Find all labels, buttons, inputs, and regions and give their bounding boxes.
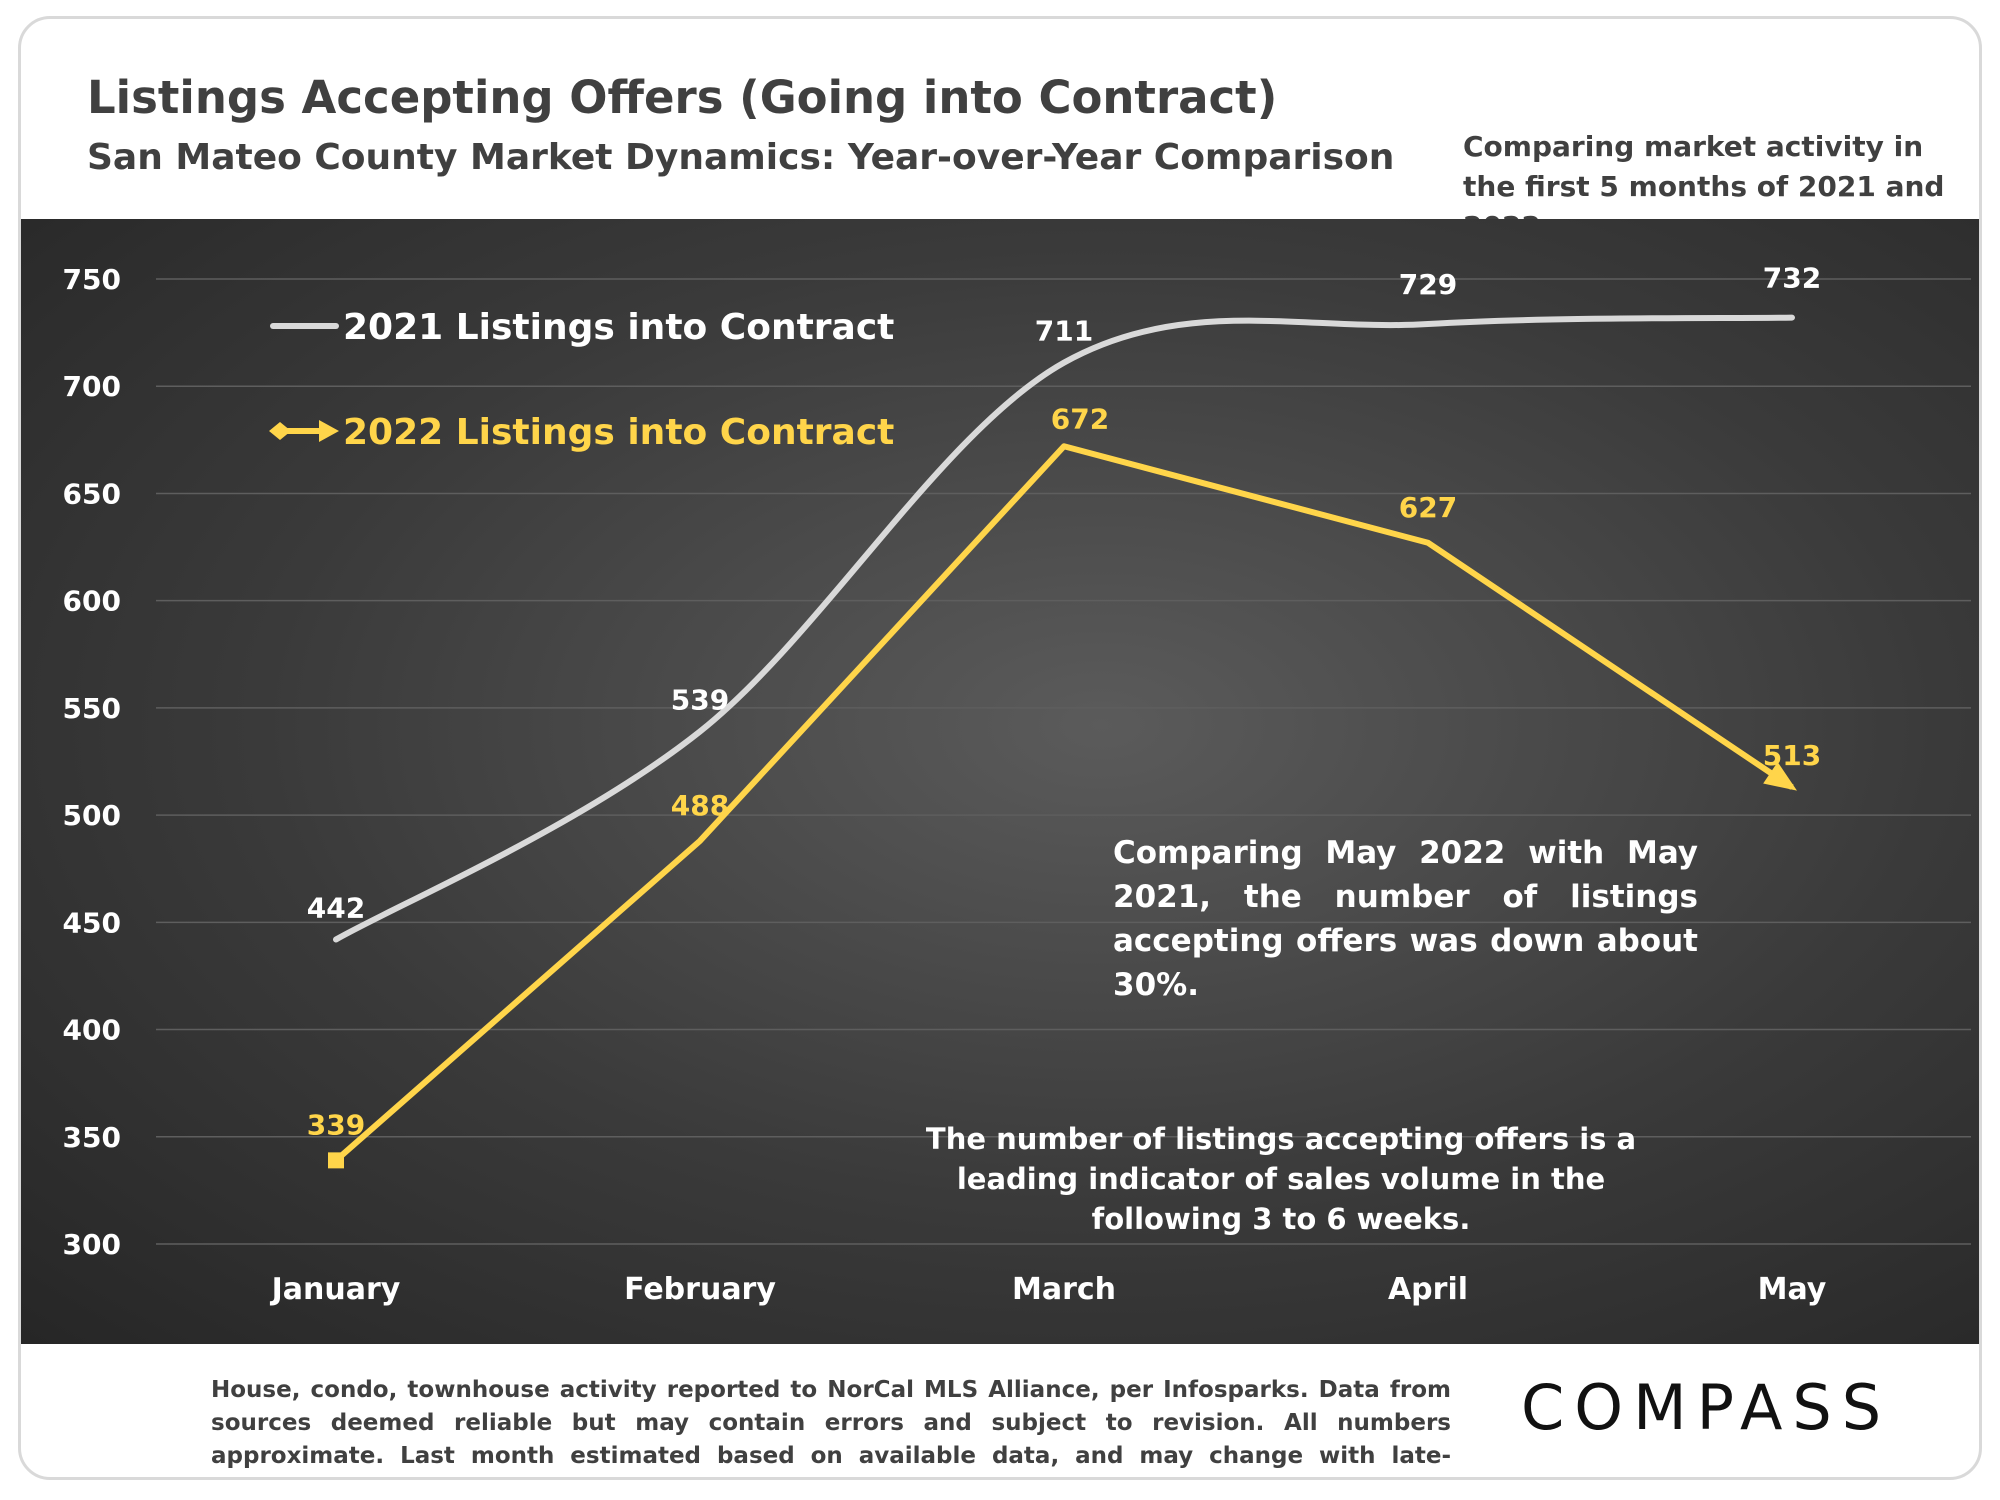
annotation-yoy-change: Comparing May 2022 with May 2021, the nu…	[1113, 835, 1698, 1003]
data-label-2022: 339	[307, 1108, 365, 1141]
legend-2021-label: 2021 Listings into Contract	[343, 307, 894, 348]
legend-2022-diamond	[269, 422, 291, 440]
legend-2022-arrow	[319, 420, 339, 442]
y-tick-label: 300	[63, 1228, 121, 1261]
x-tick-label: April	[1388, 1272, 1468, 1307]
x-tick-label: March	[1012, 1272, 1116, 1307]
series-2022-start-marker	[328, 1152, 344, 1169]
legend-2022-label: 2022 Listings into Contract	[343, 412, 894, 453]
chart-subtitle: San Mateo County Market Dynamics: Year-o…	[87, 137, 1395, 178]
series-2022-line	[334, 443, 1794, 1163]
compass-logo: COMPASS	[1521, 1371, 1892, 1444]
legend: 2021 Listings into Contract 2022 Listings…	[269, 307, 894, 453]
data-label-2021: 732	[1763, 262, 1821, 295]
x-tick-label: January	[270, 1272, 401, 1307]
y-axis-ticks: 300 350 400 450 500 550 600 650 700 750	[63, 263, 121, 1261]
data-label-2022: 513	[1763, 739, 1821, 772]
gridlines	[156, 278, 1971, 1245]
y-tick-label: 550	[63, 692, 121, 725]
y-tick-label: 400	[63, 1014, 121, 1047]
comparison-note: Comparing market activity in the first 5…	[1463, 130, 1945, 243]
data-label-2022: 672	[1051, 402, 1109, 435]
annotation-leading-indicator: The number of listings accepting offers …	[925, 1122, 1637, 1236]
data-label-2022: 488	[671, 789, 729, 822]
data-label-2021: 442	[307, 891, 365, 924]
data-labels: 442 539 711 729 732 339 488 672 627 513	[307, 262, 1821, 1142]
x-tick-label: May	[1758, 1272, 1827, 1307]
data-label-2021: 539	[671, 683, 729, 716]
footer-disclaimer: House, condo, townhouse activity reporte…	[211, 1377, 1451, 1477]
data-label-2021: 711	[1035, 315, 1093, 348]
y-tick-label: 600	[63, 585, 121, 618]
y-tick-label: 650	[63, 477, 121, 510]
y-tick-label: 700	[63, 370, 121, 403]
data-label-2021: 729	[1399, 268, 1457, 301]
y-tick-label: 750	[63, 263, 121, 296]
chart-card: Listings Accepting Offers (Going into Co…	[18, 16, 1982, 1480]
x-axis-ticks: January February March April May	[270, 1272, 1827, 1307]
series-2021-line	[333, 314, 1795, 943]
chart-title: Listings Accepting Offers (Going into Co…	[87, 71, 1278, 124]
data-label-2022: 627	[1399, 491, 1457, 524]
series-lines	[328, 314, 1797, 1169]
y-tick-label: 450	[63, 906, 121, 939]
x-tick-label: February	[624, 1272, 776, 1307]
plot-area: 300 350 400 450 500 550 600 650 700 750 January Fe…	[21, 219, 1979, 1344]
y-tick-label: 500	[63, 799, 121, 832]
y-tick-label: 350	[63, 1121, 121, 1154]
line-chart: 300 350 400 450 500 550 600 650 700 750 January Fe…	[63, 262, 1971, 1307]
series-2022-end-arrow	[1763, 761, 1797, 791]
